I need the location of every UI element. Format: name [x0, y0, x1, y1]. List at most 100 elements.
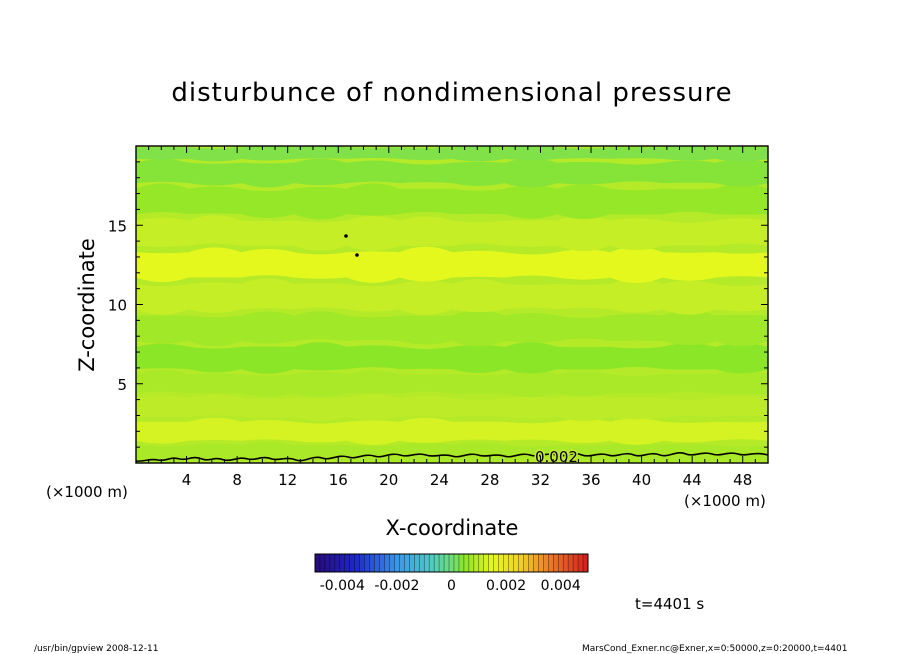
colorbar-frame [314, 553, 589, 573]
field-band [136, 441, 768, 463]
colorbar-cell [359, 554, 365, 572]
colorbar-cell [449, 554, 455, 572]
colorbar-tick-label: 0 [447, 578, 456, 594]
colorbar-cell [478, 554, 485, 572]
colorbar-cell [329, 554, 336, 572]
colorbar-cell [533, 554, 539, 572]
field-band [136, 417, 768, 445]
colorbar-cell [538, 554, 544, 572]
field-marker [344, 234, 348, 238]
colorbar-cell [429, 554, 435, 572]
x-tick-label: 40 [632, 471, 651, 489]
colorbar-cell [315, 554, 321, 572]
colorbar-tick-label: 0.004 [541, 578, 581, 594]
colorbar-cell [523, 554, 529, 572]
colorbar-cell [349, 554, 356, 572]
colorbar-cell [399, 554, 405, 572]
field-band [136, 370, 768, 398]
colorbar-tick-label: 0.002 [486, 578, 526, 594]
colorbar-cell [568, 554, 574, 572]
colorbar-cell [463, 554, 470, 572]
colorbar-cell [364, 554, 370, 572]
colorbar-cell [319, 554, 326, 572]
x-unit-left: (×1000 m) [46, 483, 128, 501]
colorbar-cell [404, 554, 410, 572]
chart-title: disturbunce of nondimensional pressure [171, 78, 732, 108]
x-tick-label: 36 [581, 471, 600, 489]
colorbar-cell [508, 554, 514, 572]
colorbar-cell [528, 554, 534, 572]
plot-area: 0.002 [136, 146, 768, 466]
x-tick-label: 20 [379, 471, 398, 489]
field-band [136, 246, 768, 284]
y-tick-label: 15 [108, 217, 127, 235]
colorbar-cell [409, 554, 415, 572]
footer-right: MarsCond_Exner.nc@Exner,x=0:50000,z=0:20… [582, 644, 847, 654]
colorbar-cell [379, 554, 385, 572]
x-tick-label: 8 [232, 471, 242, 489]
colorbar-tick-label: -0.002 [374, 578, 419, 594]
time-label: t=4401 s [635, 595, 704, 613]
colorbar-cell [369, 554, 375, 572]
field-band [136, 393, 768, 422]
colorbar-cell [334, 554, 341, 572]
colorbar-cell [458, 554, 465, 572]
colorbar-cell [553, 554, 559, 572]
field-band [136, 310, 768, 347]
x-unit-right: (×1000 m) [684, 492, 766, 510]
x-axis-label: X-coordinate [386, 516, 519, 540]
colorbar-cell [473, 554, 480, 572]
colorbar-cell [493, 554, 499, 572]
colorbar-cell [583, 554, 589, 572]
colorbar-cell [503, 554, 509, 572]
colorbar-cell [344, 554, 351, 572]
colorbar-cell [488, 554, 494, 572]
x-tick-label: 4 [182, 471, 192, 489]
y-tick-label: 5 [117, 376, 127, 394]
footer-left: /usr/bin/gpview 2008-12-11 [34, 644, 158, 654]
colorbar-cell [543, 554, 549, 572]
colorbar-cell [453, 554, 460, 572]
field-band [136, 342, 768, 374]
colorbar-cell [439, 554, 445, 572]
x-tick-label: 28 [480, 471, 499, 489]
field-bands [136, 146, 768, 463]
field-band [136, 278, 768, 315]
field-band [136, 146, 768, 162]
field-band [136, 183, 768, 220]
x-axis: 4 8 12 16 20 24 28 32 36 40 44 48 [148, 146, 756, 489]
colorbar-cell [444, 554, 450, 572]
colorbar-cell [558, 554, 564, 572]
colorbar-cell [374, 554, 380, 572]
colorbar-cell [563, 554, 569, 572]
x-tick-label: 24 [430, 471, 449, 489]
colorbar-cell [434, 554, 440, 572]
x-tick-label: 16 [329, 471, 348, 489]
y-axis-label: Z-coordinate [75, 238, 99, 372]
colorbar-cell [468, 554, 475, 572]
field-band [136, 215, 768, 252]
colorbar-cell [424, 554, 430, 572]
colorbar-cell [483, 554, 490, 572]
colorbar-cell [389, 554, 395, 572]
colorbar-cell [548, 554, 554, 572]
colorbar-cell [339, 554, 346, 572]
y-tick-label: 10 [108, 297, 127, 315]
x-tick-label: 32 [531, 471, 550, 489]
y-axis: 5 10 15 [108, 161, 768, 448]
field-marker [355, 253, 359, 257]
colorbar-cell [394, 554, 400, 572]
colorbar-cell [513, 554, 519, 572]
colorbar-cell [498, 554, 504, 572]
colorbar-cell [518, 554, 524, 572]
colorbar-cell [578, 554, 584, 572]
x-tick-label: 12 [278, 471, 297, 489]
colorbar-cell [419, 554, 425, 572]
contour-label: 0.002 [535, 448, 578, 466]
colorbar-cell [384, 554, 390, 572]
colorbar-cell [414, 554, 420, 572]
contour-line [136, 452, 768, 462]
colorbar-cell [324, 554, 331, 572]
colorbar-cell [573, 554, 579, 572]
